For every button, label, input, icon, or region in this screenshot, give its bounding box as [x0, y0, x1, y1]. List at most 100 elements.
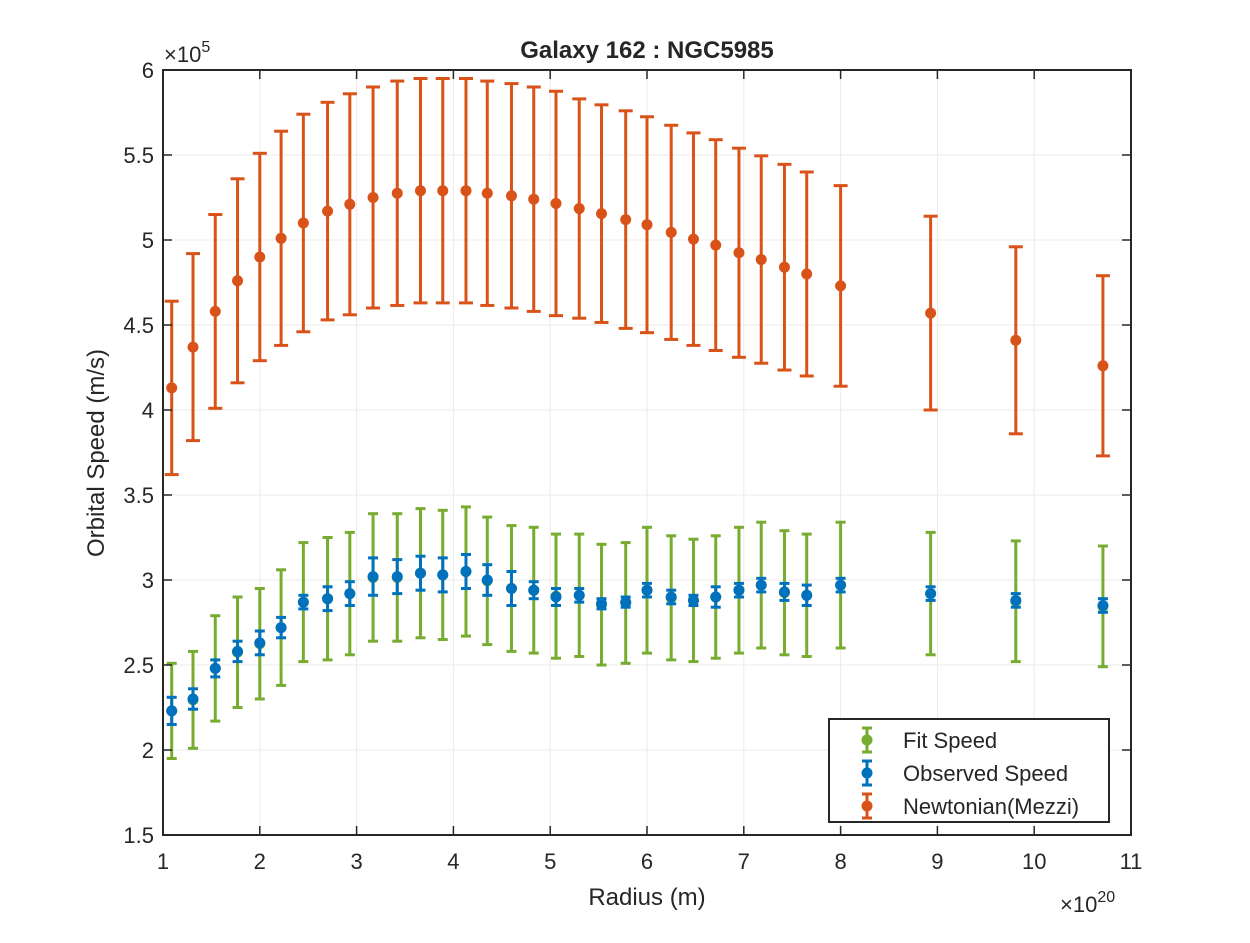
y-exponent-base: ×10	[164, 42, 201, 67]
newtonian-point	[710, 239, 722, 251]
x-tick-label: 11	[1120, 849, 1143, 874]
y-tick-label: 2.5	[123, 653, 154, 678]
newtonian-point	[755, 254, 767, 266]
newtonian-point	[187, 341, 199, 353]
newtonian-point	[620, 214, 632, 226]
newtonian-point	[297, 217, 309, 229]
observed-speed-point	[778, 586, 790, 598]
observed-speed-point	[801, 589, 813, 601]
x-axis-label: Radius (m)	[588, 884, 705, 911]
observed-speed-point	[505, 583, 517, 594]
y-tick-label: 5.5	[123, 143, 154, 168]
observed-speed-point	[460, 566, 472, 577]
observed-speed-point	[344, 588, 356, 600]
x-tick-label: 3	[350, 849, 362, 874]
observed-speed-point	[835, 579, 847, 591]
y-tick-label: 5	[142, 228, 154, 253]
newtonian-point	[925, 307, 937, 319]
legend-label: Fit Speed	[903, 728, 997, 753]
x-tick-label: 5	[544, 849, 556, 874]
y-axis-label: Orbital Speed (m/s)	[83, 349, 110, 557]
legend-label: Newtonian(Mezzi)	[903, 794, 1079, 819]
chart-title: Galaxy 162 : NGC5985	[520, 37, 774, 64]
observed-speed-point	[710, 591, 722, 603]
newtonian-point	[254, 251, 266, 263]
observed-speed-point	[925, 588, 937, 600]
newtonian-point	[505, 190, 517, 202]
legend-box	[828, 718, 1110, 823]
x-exponent-power: 20	[1097, 889, 1115, 906]
tick-layer: 1 2 3 4 5 6 7 8 9 10 11 1.5 2 2.5 3 3.5 4 4.5 5 5.5 6	[123, 58, 1142, 874]
y-tick-label: 4	[142, 398, 154, 423]
x-tick-label: 2	[254, 849, 266, 874]
observed-speed-point	[1010, 594, 1022, 606]
newtonian-point	[414, 185, 426, 197]
observed-speed-point	[297, 596, 309, 608]
x-tick-label: 6	[641, 849, 653, 874]
y-tick-label: 3.5	[123, 483, 154, 508]
y-tick-label: 4.5	[123, 313, 154, 338]
newtonian-point	[344, 198, 356, 210]
newtonian-point	[778, 261, 790, 273]
newtonian-point	[1010, 334, 1022, 346]
x-exponent-base: ×10	[1060, 892, 1097, 917]
newtonian-point	[460, 185, 472, 197]
newtonian-point	[166, 382, 178, 394]
y-exponent-label: ×105	[164, 39, 210, 67]
newtonian-point	[835, 280, 847, 292]
newtonian-point	[437, 185, 449, 197]
observed-speed-point	[209, 662, 221, 674]
observed-speed-point	[1097, 600, 1109, 611]
newtonian-point	[367, 192, 379, 203]
newtonian-point	[275, 232, 287, 244]
observed-speed-point	[641, 584, 653, 596]
newtonian-point	[391, 187, 403, 199]
newtonian-point	[573, 203, 585, 215]
x-tick-label: 4	[447, 849, 459, 874]
newtonian-point	[322, 205, 334, 217]
x-exponent-label: ×1020	[1060, 889, 1115, 917]
observed-speed-point	[187, 693, 199, 705]
y-tick-label: 2	[142, 738, 154, 763]
newtonian-point	[641, 219, 653, 231]
legend: Fit Speed Observed Speed Newtonian(Mezzi)	[828, 718, 1110, 823]
observed-speed-point	[414, 567, 426, 579]
x-tick-label: 9	[931, 849, 943, 874]
observed-speed-point	[550, 591, 562, 603]
observed-speed-point	[596, 598, 608, 610]
observed-speed-point	[166, 705, 178, 717]
observed-speed-point	[367, 571, 379, 583]
newtonian-point	[528, 193, 540, 205]
newtonian-point	[801, 268, 813, 280]
observed-speed-point	[437, 569, 449, 581]
observed-speed-point	[275, 622, 287, 634]
observed-speed-point	[687, 594, 699, 606]
x-tick-label: 7	[738, 849, 750, 874]
y-tick-label: 3	[142, 568, 154, 593]
observed-speed-point	[528, 584, 540, 596]
data-layer	[164, 77, 1110, 760]
observed-speed-point	[232, 645, 244, 657]
observed-speed-point	[733, 584, 745, 596]
observed-speed-point	[573, 589, 585, 601]
newtonian-point	[1097, 360, 1109, 372]
legend-marker	[861, 800, 873, 812]
y-exponent-power: 5	[201, 39, 210, 56]
observed-speed-point	[254, 637, 266, 649]
legend-label: Observed Speed	[903, 761, 1068, 786]
newtonian-point	[665, 226, 677, 238]
y-tick-label: 6	[142, 58, 154, 83]
x-tick-label: 1	[157, 849, 169, 874]
observed-speed-point	[391, 571, 403, 583]
x-tick-label: 8	[834, 849, 846, 874]
observed-speed-point	[665, 591, 677, 603]
newtonian-point	[481, 187, 493, 199]
newtonian-point	[596, 208, 608, 220]
observed-speed-point	[322, 593, 334, 605]
newtonian-point	[550, 197, 562, 209]
observed-speed-point	[481, 574, 493, 586]
observed-speed-point	[620, 596, 632, 608]
observed-speed-point	[755, 579, 767, 591]
